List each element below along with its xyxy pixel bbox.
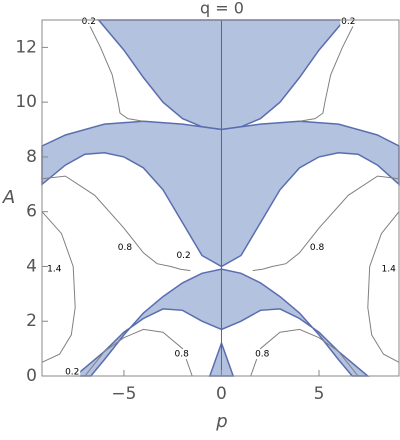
contour-line [299, 19, 357, 122]
x-tick-label: 0 [216, 384, 227, 404]
annotation-bg [340, 16, 357, 27]
annotation-bg [380, 264, 397, 275]
annotation-bg [64, 366, 81, 377]
contour-line [84, 328, 193, 377]
y-tick-label: 0 [26, 366, 37, 386]
y-axis-label: A [2, 187, 15, 208]
plot-frame [41, 19, 400, 377]
annotation-bg [116, 242, 133, 253]
contour-line [367, 211, 400, 363]
y-tick-label: 10 [15, 92, 37, 112]
contour-label: 0.2 [176, 251, 190, 261]
contour-label: 0.2 [82, 17, 96, 27]
y-tick-label: 2 [26, 311, 37, 331]
x-tick-label: 5 [314, 384, 325, 404]
contour-line [41, 211, 76, 363]
annotation-bg [173, 349, 190, 360]
stability-region [41, 120, 400, 268]
contour-label: 1.4 [381, 265, 396, 275]
contour-line [86, 19, 144, 122]
annotation-bg [175, 250, 192, 261]
x-tick-label: −5 [111, 384, 136, 404]
annotation-bg [80, 16, 97, 27]
contour-label: 1.4 [47, 265, 62, 275]
contour-line [252, 175, 400, 272]
contour-label: 0.8 [310, 243, 325, 253]
annotation-bg [309, 242, 326, 253]
y-tick-label: 12 [15, 37, 37, 57]
annotation-bg [46, 264, 63, 275]
annotation-bg [254, 349, 271, 360]
contour-label: 0.8 [255, 350, 270, 360]
contour-label: 0.8 [118, 243, 133, 253]
y-tick-label: 4 [26, 256, 37, 276]
chart-title: q = 0 [200, 0, 244, 18]
contour-line [250, 328, 359, 377]
y-tick-label: 8 [26, 147, 37, 167]
contour-label: 0.2 [65, 367, 79, 377]
contour-line [41, 175, 191, 272]
contour-label: 0.2 [341, 17, 355, 27]
x-axis-label: p [215, 411, 227, 432]
y-tick-label: 6 [26, 202, 37, 222]
contour-label: 0.8 [175, 350, 190, 360]
